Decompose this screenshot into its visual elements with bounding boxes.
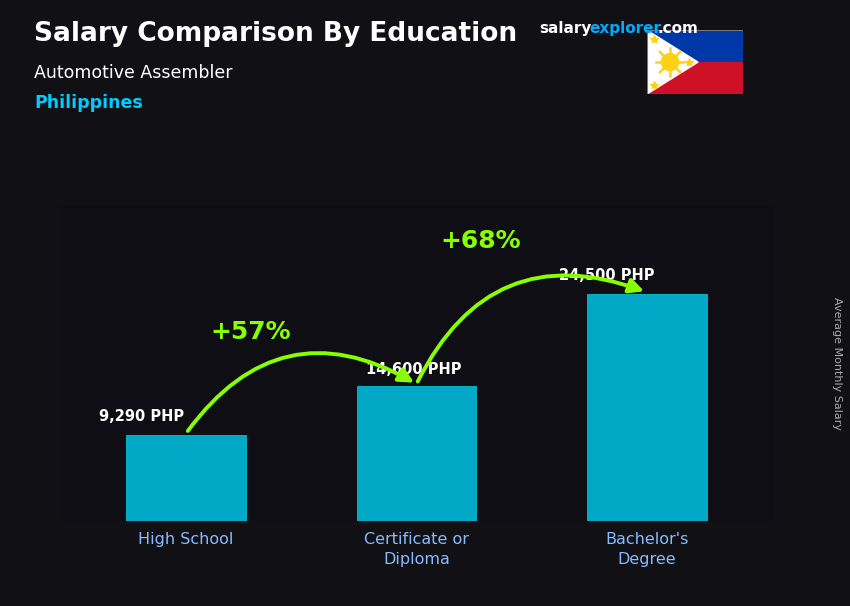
Bar [357, 386, 476, 521]
Text: Automotive Assembler: Automotive Assembler [34, 64, 233, 82]
Text: +68%: +68% [440, 228, 521, 253]
Bar [647, 30, 743, 62]
Bar [127, 435, 246, 521]
Circle shape [661, 53, 678, 71]
Text: 24,500 PHP: 24,500 PHP [559, 268, 654, 283]
Bar [587, 294, 706, 521]
Polygon shape [647, 30, 698, 94]
Text: 14,600 PHP: 14,600 PHP [366, 362, 462, 376]
Text: explorer: explorer [589, 21, 661, 36]
Text: Salary Comparison By Education: Salary Comparison By Education [34, 21, 517, 47]
Text: Philippines: Philippines [34, 94, 143, 112]
Text: salary: salary [540, 21, 592, 36]
Text: 9,290 PHP: 9,290 PHP [99, 409, 184, 424]
Text: .com: .com [657, 21, 698, 36]
Bar [647, 62, 743, 94]
Text: +57%: +57% [210, 321, 291, 344]
Text: Average Monthly Salary: Average Monthly Salary [832, 297, 842, 430]
